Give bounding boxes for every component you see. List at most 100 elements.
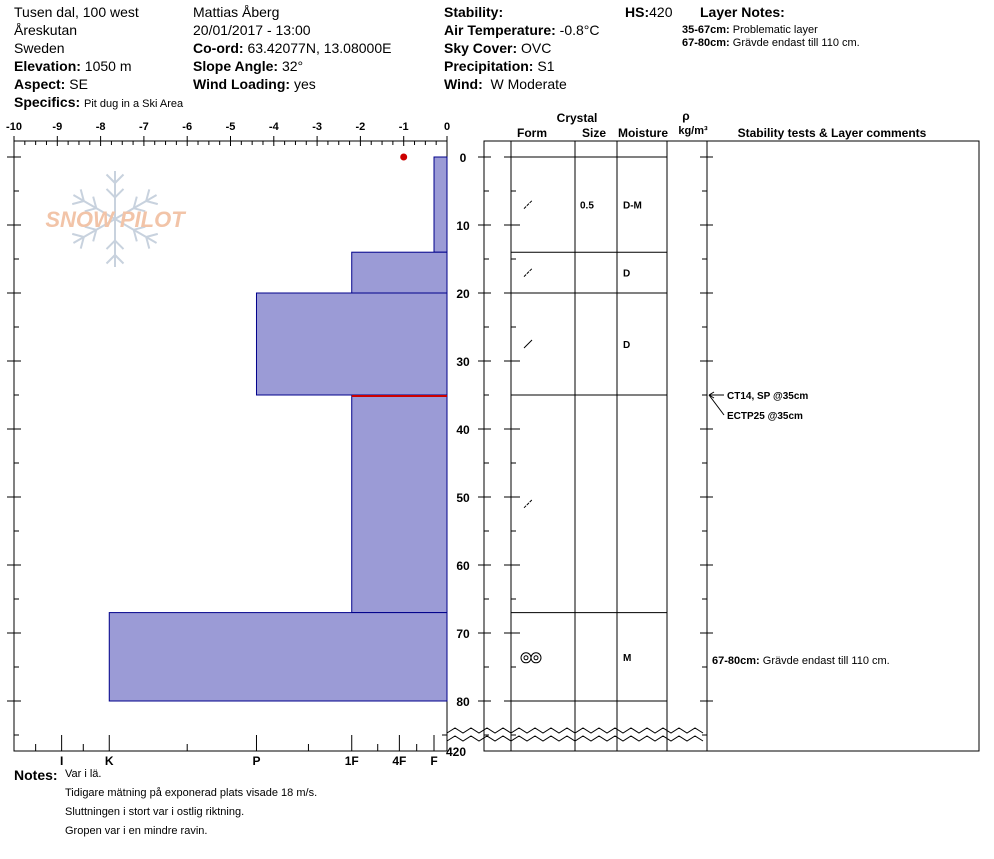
- stability-test-label: ECTP25 @35cm: [727, 411, 803, 422]
- snowpilot-logo: SNOW PILOT: [45, 171, 186, 267]
- moisture-value: D: [623, 269, 630, 280]
- snowflake-arm: [114, 194, 158, 220]
- snowflake-icon: [71, 171, 159, 267]
- hardness-layer-bar: [433, 156, 448, 253]
- hardness-tick-label: -4: [269, 121, 280, 133]
- depth-tick-label: 40: [456, 423, 470, 437]
- stability-test-label: CT14, SP @35cm: [727, 391, 808, 402]
- snowflake-branch: [145, 232, 159, 238]
- notes-label: Notes:: [14, 767, 58, 783]
- snow-height: HS:420: [625, 4, 673, 20]
- specifics: Specifics: Pit dug in a Ski Area: [14, 94, 184, 110]
- notes-line-1: Var i lä.: [65, 768, 102, 780]
- hand-hardness-label: I: [60, 754, 63, 768]
- stability-test-arrow-icon: [708, 391, 715, 399]
- location: Tusen dal, 100 west: [14, 4, 139, 20]
- table-frame: [483, 140, 980, 752]
- elevation: Elevation: 1050 m: [14, 58, 132, 74]
- snowflake-branch: [105, 239, 116, 250]
- decomposing-form-icon: [523, 339, 533, 349]
- hardness-top-ticks: -10 -9 -8 -7 -6 -5 -4 -3 -2 -1 0: [6, 121, 450, 146]
- snowflake-branch: [105, 254, 116, 265]
- crystal-size: 0.5: [580, 201, 594, 212]
- snowflake-branch: [114, 254, 125, 265]
- hardness-tick-label: -6: [182, 121, 192, 133]
- snowflake-branch: [145, 236, 151, 249]
- notes-line-4: Gropen var i en mindre ravin.: [65, 825, 208, 837]
- hardness-layer-bar: [351, 251, 448, 294]
- layer-comment: 67-80cm: Grävde endast till 110 cm.: [712, 655, 890, 667]
- depth-tick-label: 50: [456, 491, 470, 505]
- layer-notes-title: Layer Notes:: [700, 4, 785, 20]
- hand-hardness-label: 1F: [345, 754, 359, 768]
- layer-note-2: 67-80cm: Grävde endast till 110 cm.: [682, 37, 860, 49]
- datetime: 20/01/2017 - 13:00: [193, 22, 311, 38]
- density-unit-header: kg/m³: [678, 125, 708, 137]
- moisture-value: M: [623, 653, 631, 664]
- snowflake-branch: [71, 200, 85, 206]
- stability-test-pointer: [708, 394, 725, 416]
- snowflake-branch: [79, 189, 85, 202]
- hand-hardness-label: K: [105, 754, 114, 768]
- snowflake-branch: [133, 225, 146, 231]
- hardness-tick-label: -1: [399, 121, 409, 133]
- hand-hardness-label: 4F: [392, 754, 406, 768]
- wind-loading: Wind Loading: yes: [193, 76, 316, 92]
- snowflake-branch: [92, 196, 98, 209]
- area: Åreskutan: [14, 22, 78, 38]
- table-rows: 0.5 D-M D D M: [511, 156, 667, 702]
- hardness-tick-label: -8: [96, 121, 106, 133]
- notes-line-2: Tidigare mätning på exponerad plats visa…: [65, 787, 318, 799]
- snowflake-branch: [114, 188, 125, 199]
- depth-tick-label: 70: [456, 627, 470, 641]
- melt-form-icon: [533, 655, 539, 661]
- temperature-point: [400, 153, 408, 161]
- country: Sweden: [14, 40, 65, 56]
- snowflake-arm: [72, 194, 116, 220]
- snowflake-arm: [72, 218, 116, 244]
- temperature-points: [400, 153, 408, 161]
- snowflake-branch: [114, 239, 125, 250]
- snowflake-branch: [145, 189, 151, 202]
- snowflake-branch: [132, 196, 138, 209]
- hand-hardness-label: F: [430, 754, 437, 768]
- melt-form-icon: [520, 652, 532, 664]
- hand-hardness-label: P: [252, 754, 260, 768]
- snowflake-branch: [133, 207, 146, 213]
- snowflake-branch: [105, 173, 116, 184]
- hardness-layers: [108, 156, 448, 702]
- precipitation: Precipitation: S1: [444, 58, 555, 74]
- rho-header: ρ: [682, 109, 689, 123]
- moisture-value: D-M: [623, 201, 642, 212]
- depth-tick-label: 20: [456, 287, 470, 301]
- depth-tick-label: 30: [456, 355, 470, 369]
- crystal-header: Crystal: [557, 111, 598, 125]
- moisture-value: D: [623, 340, 630, 351]
- hardness-tick-label: -9: [52, 121, 62, 133]
- depth-tick-label: 80: [456, 695, 470, 709]
- hardness-tick-label: -10: [6, 121, 22, 133]
- zigzag-line: [446, 727, 704, 734]
- snowflake-branch: [114, 173, 125, 184]
- hardness-tick-label: -2: [356, 121, 366, 133]
- wind: Wind: W Moderate: [444, 76, 567, 92]
- moisture-header: Moisture: [618, 126, 668, 140]
- notes-line-3: Sluttningen i stort var i ostlig riktnin…: [65, 806, 245, 818]
- layer-note-1: 35-67cm: Problematic layer: [682, 24, 818, 36]
- decomposing-form-icon: [523, 268, 533, 277]
- melt-form-icon: [523, 655, 529, 661]
- stability-header: Stability tests & Layer comments: [738, 126, 927, 140]
- aspect: Aspect: SE: [14, 76, 88, 92]
- snowflake-branch: [132, 229, 138, 242]
- depth-tick-label: 10: [456, 219, 470, 233]
- observer: Mattias Åberg: [193, 4, 280, 20]
- melt-form-icon: [530, 652, 542, 664]
- hardness-tick-label: -3: [312, 121, 322, 133]
- stability-tests: CT14, SP @35cm ECTP25 @35cm 67-80cm: Grävd…: [708, 391, 890, 667]
- hardness-layer-bar: [351, 394, 448, 614]
- size-header: Size: [582, 126, 606, 140]
- hardness-tick-label: 0: [444, 121, 450, 133]
- hardness-layer-bar: [108, 612, 448, 702]
- sky-cover: Sky Cover: OVC: [444, 40, 552, 56]
